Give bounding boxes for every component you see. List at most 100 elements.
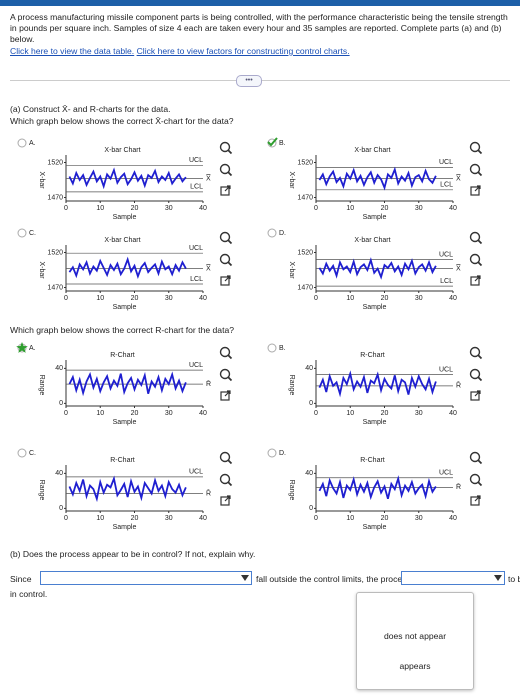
link[interactable]: Click here to view the data table. — [10, 46, 135, 56]
center-label: X̿ — [455, 173, 461, 182]
center-label: X̿ — [455, 263, 461, 272]
x-tick-label: 10 — [96, 410, 104, 417]
open-icon[interactable] — [470, 390, 481, 401]
chart-title: R-Chart — [360, 457, 385, 464]
x-tick-label: 0 — [314, 515, 318, 522]
zoom-icon[interactable] — [469, 346, 483, 360]
radio[interactable] — [17, 228, 27, 238]
dropdown[interactable] — [401, 571, 505, 585]
dropdown[interactable] — [40, 571, 252, 585]
ucl-label: UCL — [439, 366, 453, 373]
icon-part — [219, 231, 231, 243]
open-icon[interactable] — [220, 495, 231, 506]
zoom-icon[interactable] — [469, 253, 483, 267]
x-tick-label: 0 — [64, 515, 68, 522]
zoom-icon[interactable] — [219, 141, 233, 155]
center-label: R̄ — [206, 489, 211, 497]
menu-option[interactable]: does not appear — [383, 631, 447, 641]
center-label: X̿ — [205, 173, 211, 182]
option-letter: B. — [279, 345, 286, 352]
zoom-icon[interactable] — [219, 346, 233, 360]
ucl-label: UCL — [439, 470, 453, 477]
center-label: R̄ — [456, 382, 461, 390]
expand-button[interactable]: ••• — [236, 75, 262, 87]
icon-part — [469, 451, 481, 463]
x-axis-label: Sample — [363, 304, 387, 311]
zoom-icon[interactable] — [219, 473, 233, 487]
zoom-icon[interactable] — [219, 253, 233, 267]
radio[interactable] — [267, 448, 277, 458]
radio[interactable] — [267, 228, 277, 238]
x-tick-label: 0 — [64, 295, 68, 302]
chart-title: X-bar Chart — [354, 147, 390, 154]
x-axis-label: Sample — [363, 419, 387, 426]
radio[interactable] — [17, 138, 27, 148]
lcl-label: LCL — [440, 278, 453, 285]
ucl-label: UCL — [189, 245, 203, 252]
icon-part — [477, 376, 483, 382]
zoom-icon[interactable] — [219, 231, 233, 245]
open-icon[interactable] — [470, 185, 481, 196]
icon-part — [219, 451, 231, 463]
series-line — [318, 475, 437, 501]
option-letter: C. — [29, 450, 36, 457]
zoom-icon[interactable] — [469, 451, 483, 465]
chart-title: R-Chart — [360, 352, 385, 359]
x-tick-label: 20 — [381, 205, 389, 212]
icon-part — [469, 141, 481, 153]
zoom-icon[interactable] — [219, 368, 233, 382]
series-line — [318, 257, 437, 280]
open-icon[interactable] — [470, 495, 481, 506]
icon-part — [227, 481, 233, 487]
x-tick-label: 10 — [346, 205, 354, 212]
zoom-icon[interactable] — [469, 231, 483, 245]
x-tick-label: 10 — [346, 515, 354, 522]
open-icon[interactable] — [470, 275, 481, 286]
y-tick-label: 40 — [305, 365, 313, 372]
x-tick-label: 40 — [199, 295, 207, 302]
icon-part — [477, 149, 483, 155]
icon-part — [469, 368, 481, 380]
answer-text: Since — [10, 574, 32, 584]
radio[interactable] — [17, 448, 27, 458]
zoom-icon[interactable] — [219, 451, 233, 465]
chart-title: X-bar Chart — [104, 237, 140, 244]
open-icon[interactable] — [220, 390, 231, 401]
open-icon[interactable] — [220, 275, 231, 286]
y-tick-label: 1470 — [47, 194, 63, 201]
zoom-icon[interactable] — [219, 163, 233, 177]
x-tick-label: 0 — [314, 410, 318, 417]
x-tick-label: 40 — [199, 205, 207, 212]
question: Which graph below shows the correct R-ch… — [10, 325, 235, 335]
links: Click here to view the data table. Click… — [10, 46, 350, 56]
icon-part — [227, 261, 233, 267]
y-axis-label: Range — [38, 480, 45, 501]
radio[interactable] — [267, 343, 277, 353]
zoom-icon[interactable] — [469, 141, 483, 155]
menu-option[interactable]: appears — [399, 661, 431, 671]
zoom-icon[interactable] — [469, 473, 483, 487]
icon-part — [224, 275, 231, 282]
x-tick-label: 10 — [96, 515, 104, 522]
open-icon[interactable] — [220, 185, 231, 196]
icon-part — [219, 473, 231, 485]
y-tick-label: 1520 — [47, 249, 63, 256]
option-letter: D. — [279, 230, 286, 237]
zoom-icon[interactable] — [469, 163, 483, 177]
x-tick-label: 40 — [449, 205, 457, 212]
intro: A process manufacturing missile componen… — [10, 12, 508, 44]
icon-part — [224, 390, 231, 397]
icon-part — [227, 149, 233, 155]
x-tick-label: 20 — [381, 515, 389, 522]
link[interactable]: Click here to view factors for construct… — [136, 46, 350, 56]
icon-part — [220, 186, 230, 196]
icon-part — [224, 185, 231, 192]
option-letter: D. — [279, 450, 286, 457]
zoom-icon[interactable] — [469, 368, 483, 382]
y-tick-label: 1470 — [297, 194, 313, 201]
x-tick-label: 10 — [346, 410, 354, 417]
answer-text: in control. — [10, 589, 48, 599]
icon-part — [474, 185, 481, 192]
x-axis-label: Sample — [113, 524, 137, 531]
x-tick-label: 0 — [64, 410, 68, 417]
